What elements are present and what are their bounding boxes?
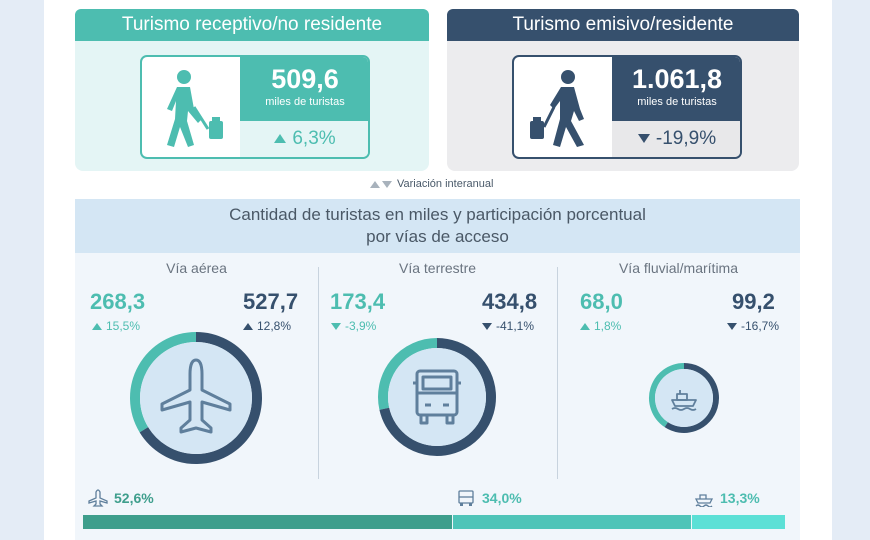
water-share-label: 13,3% [694,489,760,507]
variation-legend: Variación interanual [370,178,493,190]
emisivo-unit: miles de turistas [637,96,717,108]
land-receptivo-value: 173,4 [330,289,386,314]
section-title: Cantidad de turistas en miles y particip… [75,199,800,253]
down-triangle-icon [637,134,650,144]
emisivo-card: Turismo emisivo/residente 1.061,8 miles … [447,9,799,171]
share-bar-segment [83,515,452,529]
background-left [0,0,44,540]
departing-traveler-icon [514,57,612,157]
arriving-traveler-icon [142,57,240,157]
column-divider [318,267,319,479]
up-triangle-icon [243,322,253,330]
receptivo-unit: miles de turistas [265,96,345,108]
air-share-label: 52,6% [88,489,154,507]
water-receptivo-change-text: 1,8% [594,319,622,333]
receptivo-card: Turismo receptivo/no residente 509,6 mil… [75,9,429,171]
down-triangle-icon [331,322,341,330]
air-receptivo-change-text: 15,5% [106,319,141,333]
land-receptivo-change: -3,9% [331,319,376,333]
legend-label: Variación interanual [397,178,494,190]
land-share-value: 34,0% [482,490,522,506]
receptivo-change: 6,3% [292,128,336,149]
land-receptivo-change-text: -3,9% [345,319,377,333]
up-triangle-icon [580,322,590,330]
land-share-label: 34,0% [456,489,522,507]
emisivo-change-box: -19,9% [612,121,740,157]
section-title-line1: Cantidad de turistas en miles y particip… [229,205,646,224]
air-share-value: 52,6% [114,490,154,506]
route-title-water: Vía fluvial/marítima [618,260,739,276]
column-divider [557,267,558,479]
water-emisivo-change-text: -16,7% [741,319,780,333]
air-receptivo-change: 15,5% [92,319,140,333]
receptivo-value: 509,6 [271,64,339,94]
section-title-line2: por vías de acceso [366,227,509,246]
water-emisivo-change: -16,7% [727,319,779,333]
air-emisivo-change-text: 12,8% [257,319,292,333]
land-emisivo-value: 434,8 [482,289,538,314]
emisivo-value-box: 1.061,8 miles de turistas [612,57,740,121]
down-triangle-icon [482,322,492,330]
water-emisivo-value: 99,2 [732,289,775,314]
air-emisivo-change: 12,8% [243,319,291,333]
emisivo-change: -19,9% [655,128,717,149]
air-receptivo-value: 268,3 [90,289,146,314]
route-title-air: Vía aérea [166,260,227,276]
airplane-icon [88,489,108,507]
air-emisivo-value: 527,7 [243,289,299,314]
down-triangle-icon [727,322,737,330]
share-bar-segment [691,515,785,529]
receptivo-value-box: 509,6 miles de turistas [240,57,368,121]
up-triangle-icon [274,134,287,144]
up-triangle-icon [92,322,102,330]
receptivo-change-box: 6,3% [240,121,368,157]
share-bar-segment [452,515,691,529]
emisivo-kpi: 1.061,8 miles de turistas -19,9% [512,55,742,159]
truck-icon [458,490,474,506]
receptivo-kpi: 509,6 miles de turistas 6,3% [140,55,370,159]
land-emisivo-change-text: -41,1% [496,319,535,333]
access-routes-panel [75,253,800,540]
water-share-value: 13,3% [720,490,760,506]
ship-icon [694,494,714,507]
water-receptivo-change: 1,8% [580,319,621,333]
emisivo-title: Turismo emisivo/residente [447,9,799,41]
land-emisivo-change: -41,1% [482,319,534,333]
emisivo-value: 1.061,8 [631,64,723,94]
receptivo-title: Turismo receptivo/no residente [75,9,429,41]
background-right [832,0,870,540]
water-receptivo-value: 68,0 [580,289,623,314]
legend-triangles-icon [370,180,392,188]
route-title-land: Vía terrestre [398,260,477,276]
